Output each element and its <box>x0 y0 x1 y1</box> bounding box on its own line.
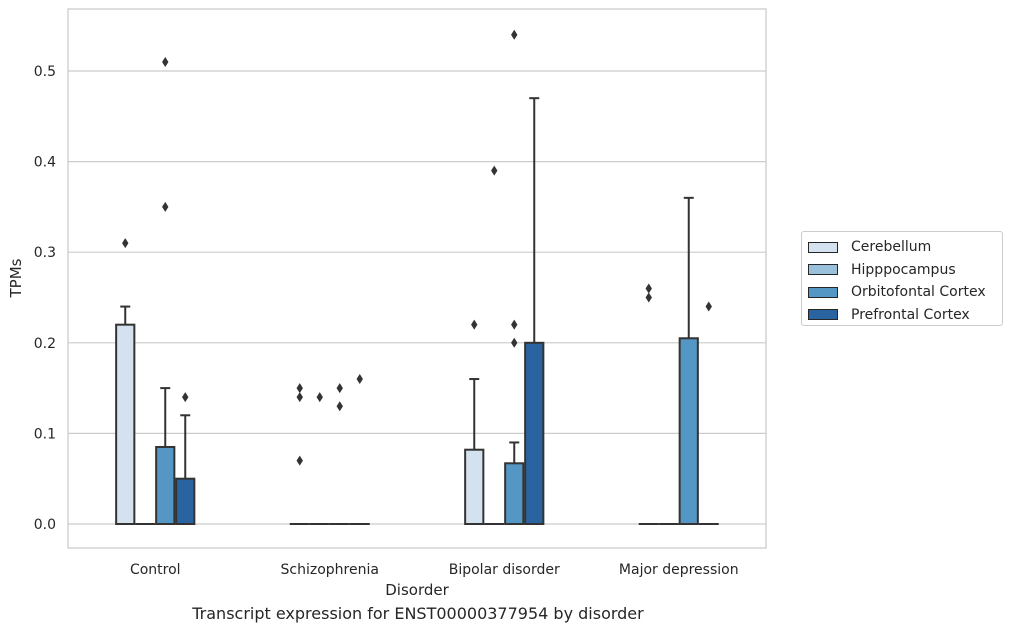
bar <box>115 323 136 525</box>
outlier-point <box>162 201 169 212</box>
legend-swatch <box>808 309 838 321</box>
outlier-point <box>336 383 343 394</box>
legend-swatch <box>808 241 838 253</box>
bar <box>175 477 196 526</box>
x-tick-labels: Control Schizophrenia Bipolar disorder Majo… <box>130 562 739 578</box>
outlier-point <box>645 283 652 294</box>
bar <box>678 337 699 525</box>
outlier-point <box>491 165 498 176</box>
bar <box>524 341 545 525</box>
outlier-point <box>511 29 518 40</box>
y-tick-label: 0.4 <box>34 155 56 171</box>
y-tick-label: 0.2 <box>34 336 56 352</box>
outlier-point <box>645 292 652 303</box>
x-tick-label: Schizophrenia <box>281 562 379 578</box>
legend-label: Hipppocampus <box>851 261 956 278</box>
bar <box>155 445 176 525</box>
x-tick-label: Bipolar disorder <box>449 562 560 578</box>
legend-label: Orbitofontal Cortex <box>851 284 986 301</box>
outlier-point <box>511 337 518 348</box>
legend-swatch <box>808 264 838 276</box>
outlier-point <box>296 383 303 394</box>
y-tick-labels: 0.0 0.1 0.2 0.3 0.4 0.5 <box>34 64 56 533</box>
legend-label: Cerebellum <box>851 239 932 256</box>
bar <box>464 448 485 526</box>
legend-item: Cerebellum <box>808 236 1002 259</box>
y-tick-label: 0.5 <box>34 64 56 80</box>
outlier-point <box>356 374 363 385</box>
bars <box>115 323 719 526</box>
legend-item: Orbitofontal Cortex <box>808 281 1002 304</box>
outlier-point <box>511 319 518 330</box>
outlier-point <box>182 392 189 403</box>
chart-caption: Transcript expression for ENST0000037795… <box>192 604 644 623</box>
outlier-point <box>471 319 478 330</box>
y-tick-label: 0.1 <box>34 426 56 442</box>
plot-frame <box>67 8 767 549</box>
legend-item: Hipppocampus <box>808 259 1002 282</box>
outlier-point <box>296 392 303 403</box>
error-bars <box>120 97 694 479</box>
bar <box>504 462 525 526</box>
legend-label: Prefrontal Cortex <box>851 306 970 323</box>
outlier-point <box>296 455 303 466</box>
x-tick-label: Major depression <box>619 562 739 578</box>
legend: Cerebellum Hipppocampus Orbitofontal Corte… <box>801 231 1003 326</box>
outlier-point <box>122 238 129 249</box>
outlier-point <box>336 401 343 412</box>
outlier-point <box>162 56 169 67</box>
outlier-point <box>705 301 712 312</box>
outliers <box>122 29 712 466</box>
legend-item: Prefrontal Cortex <box>808 304 1002 327</box>
outlier-point <box>316 392 323 403</box>
x-tick-label: Control <box>130 562 181 578</box>
legend-swatch <box>808 286 838 298</box>
x-axis-label: Disorder <box>385 581 449 599</box>
y-axis-label: TPMs <box>7 258 25 298</box>
y-tick-label: 0.0 <box>34 517 56 533</box>
y-tick-label: 0.3 <box>34 245 56 261</box>
